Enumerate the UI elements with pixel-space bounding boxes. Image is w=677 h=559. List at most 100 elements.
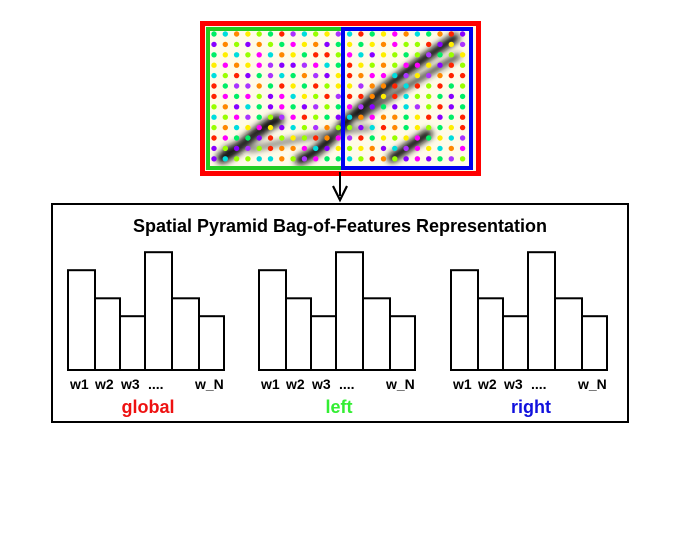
feature-dot [403, 83, 409, 89]
word-label: w3 [120, 376, 140, 392]
feature-dot [211, 62, 217, 68]
feature-dot [426, 145, 432, 152]
feature-dot [346, 41, 353, 48]
feature-dot [245, 145, 251, 152]
word-label: w_N [385, 376, 415, 392]
feature-dot [346, 93, 353, 100]
feature-dot [459, 114, 466, 120]
feature-dot [222, 83, 228, 89]
feature-dot [267, 145, 274, 152]
feature-dot [380, 41, 387, 48]
feature-dot [301, 135, 308, 141]
feature-dot [233, 114, 240, 120]
feature-dot [448, 62, 454, 68]
feature-dot [380, 62, 387, 68]
feature-dot [301, 72, 308, 79]
region-label-right: right [511, 397, 551, 417]
feature-dot [279, 83, 285, 89]
feature-dot [437, 156, 443, 162]
feature-dot [279, 114, 285, 120]
feature-dot [245, 41, 251, 48]
feature-dot [245, 135, 251, 141]
feature-dot [301, 104, 308, 110]
feature-dot [358, 104, 364, 110]
feature-dot [437, 114, 443, 120]
feature-dot [245, 72, 251, 79]
feature-dot [380, 72, 387, 79]
feature-dot [256, 72, 262, 79]
feature-dot [279, 104, 285, 110]
feature-dot [448, 72, 454, 79]
feature-dot [335, 72, 341, 79]
histogram-bar [554, 297, 583, 371]
region-label-global: global [122, 397, 175, 417]
feature-dot [459, 124, 466, 131]
feature-dot [414, 104, 421, 110]
feature-dot [267, 72, 274, 79]
feature-dot [233, 124, 240, 131]
feature-dot [414, 93, 421, 100]
feature-dot [222, 62, 228, 68]
feature-dot [346, 52, 353, 58]
feature-dot [233, 156, 240, 162]
feature-dot [335, 83, 341, 89]
feature-dot [346, 114, 353, 120]
feature-dot [403, 41, 409, 48]
feature-dot [211, 156, 217, 162]
feature-dot [369, 135, 375, 141]
feature-dot [324, 135, 330, 141]
feature-dot [301, 124, 308, 131]
feature-dot [313, 52, 319, 58]
feature-dot [324, 145, 330, 152]
feature-dot [256, 93, 262, 100]
feature-dot [414, 62, 421, 68]
feature-dot [346, 31, 353, 37]
feature-dot [414, 135, 421, 141]
feature-dot [233, 31, 240, 37]
feature-dot [301, 93, 308, 100]
word-label: w2 [94, 376, 114, 392]
right-region-frame [341, 27, 473, 170]
word-label: .... [531, 376, 547, 392]
feature-dot [380, 104, 387, 110]
feature-dot [279, 41, 285, 48]
feature-dot [301, 62, 308, 68]
feature-dot [245, 93, 251, 100]
histogram-bar [362, 297, 391, 371]
feature-dot [313, 62, 319, 68]
feature-dot [448, 156, 454, 162]
histogram-bar [94, 297, 121, 371]
feature-dot [335, 62, 341, 68]
feature-dot [279, 31, 285, 37]
feature-dot [426, 124, 432, 131]
histogram-bar [310, 315, 337, 372]
feature-dot [256, 31, 262, 37]
feature-dot [324, 114, 330, 120]
feature-dot [426, 62, 432, 68]
feature-dot [414, 83, 421, 89]
feature-dot [448, 52, 454, 58]
feature-dot [335, 124, 341, 131]
histogram-bar [198, 315, 225, 372]
feature-dot [392, 31, 398, 37]
feature-dot [448, 145, 454, 152]
feature-dot [437, 83, 443, 89]
feature-dot [459, 41, 466, 48]
feature-dot [233, 145, 240, 152]
feature-dot [290, 145, 296, 152]
feature-dot [414, 145, 421, 152]
feature-dot [222, 52, 228, 58]
feature-dot [324, 104, 330, 110]
feature-dot [222, 135, 228, 141]
feature-dot [267, 41, 274, 48]
feature-dot [414, 41, 421, 48]
feature-dot [222, 72, 228, 79]
feature-dot [426, 83, 432, 89]
feature-dot [392, 93, 398, 100]
feature-dot [267, 52, 274, 58]
feature-dot [358, 62, 364, 68]
feature-dot [358, 83, 364, 89]
feature-dot [267, 31, 274, 37]
feature-dot [233, 104, 240, 110]
feature-dot [392, 135, 398, 141]
